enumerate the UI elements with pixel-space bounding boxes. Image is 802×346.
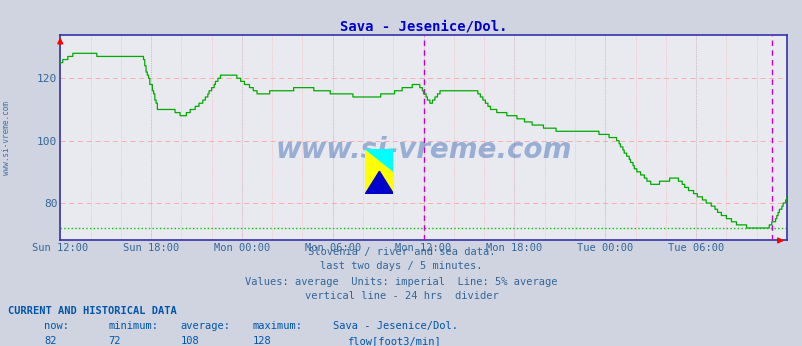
Text: 128: 128 bbox=[253, 336, 271, 346]
Text: 82: 82 bbox=[44, 336, 57, 346]
Text: www.si-vreme.com: www.si-vreme.com bbox=[2, 101, 11, 175]
Text: minimum:: minimum: bbox=[108, 321, 158, 331]
Text: average:: average: bbox=[180, 321, 230, 331]
Polygon shape bbox=[365, 149, 393, 171]
Text: vertical line - 24 hrs  divider: vertical line - 24 hrs divider bbox=[304, 291, 498, 301]
Text: www.si-vreme.com: www.si-vreme.com bbox=[275, 136, 571, 164]
Text: 72: 72 bbox=[108, 336, 121, 346]
Text: Slovenia / river and sea data.: Slovenia / river and sea data. bbox=[307, 247, 495, 257]
Text: Values: average  Units: imperial  Line: 5% average: Values: average Units: imperial Line: 5%… bbox=[245, 277, 557, 287]
Text: Sava - Jesenice/Dol.: Sava - Jesenice/Dol. bbox=[333, 321, 458, 331]
Title: Sava - Jesenice/Dol.: Sava - Jesenice/Dol. bbox=[339, 19, 507, 34]
Text: now:: now: bbox=[44, 321, 69, 331]
Text: 108: 108 bbox=[180, 336, 199, 346]
Text: flow[foot3/min]: flow[foot3/min] bbox=[346, 336, 440, 346]
Text: last two days / 5 minutes.: last two days / 5 minutes. bbox=[320, 261, 482, 271]
Text: CURRENT AND HISTORICAL DATA: CURRENT AND HISTORICAL DATA bbox=[8, 306, 176, 316]
Text: maximum:: maximum: bbox=[253, 321, 302, 331]
Polygon shape bbox=[365, 171, 393, 194]
